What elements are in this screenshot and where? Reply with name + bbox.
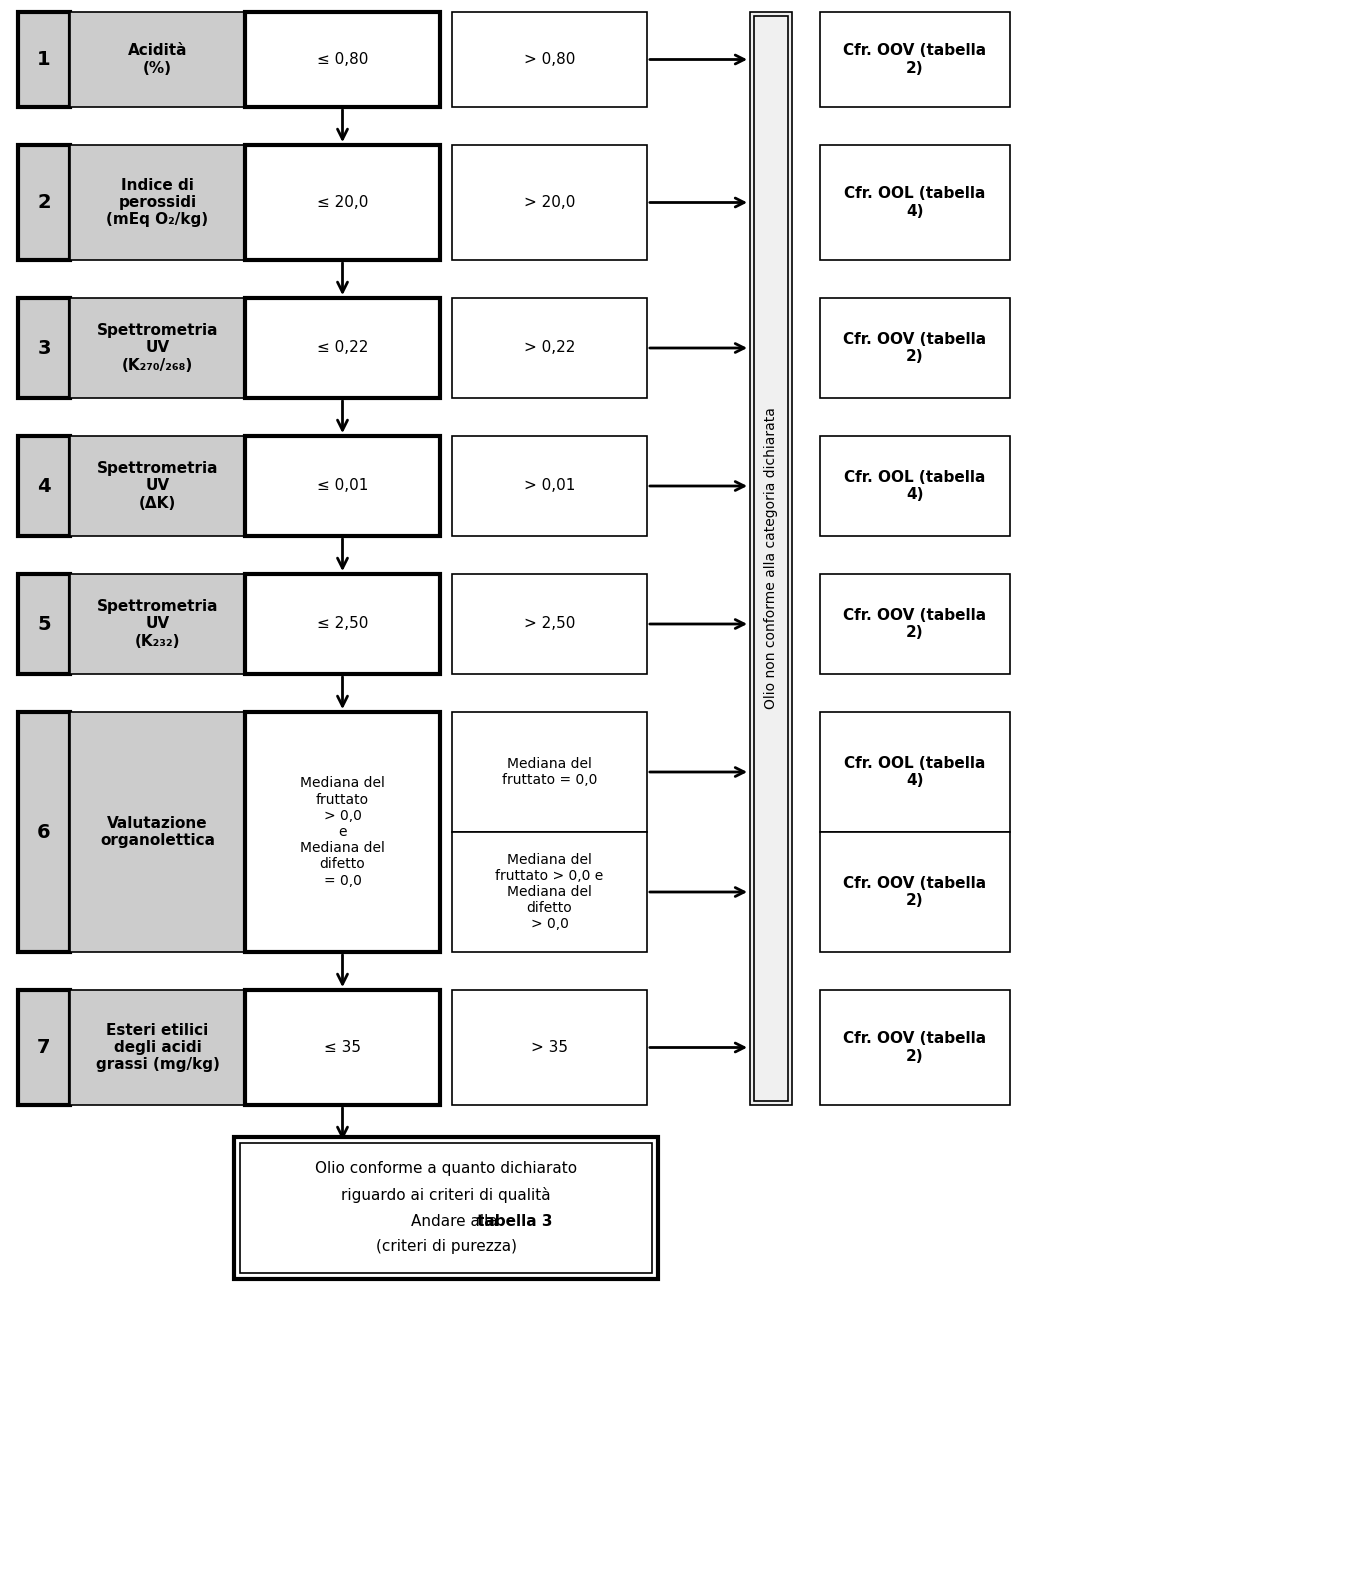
Bar [452, 436, 647, 535]
Bar [452, 573, 647, 674]
Bar [820, 13, 1010, 107]
Bar [452, 712, 647, 832]
Text: ≤ 0,22: ≤ 0,22 [317, 341, 369, 355]
Bar [754, 16, 788, 1101]
Bar [71, 712, 245, 953]
Bar [18, 573, 71, 674]
Text: riguardo ai criteri di qualità: riguardo ai criteri di qualità [342, 1187, 551, 1203]
Bar [820, 989, 1010, 1106]
Text: Cfr. OOL (tabella
4): Cfr. OOL (tabella 4) [845, 470, 986, 502]
Text: Cfr. OOL (tabella
4): Cfr. OOL (tabella 4) [845, 755, 986, 789]
Bar [820, 573, 1010, 674]
Text: > 35: > 35 [532, 1040, 568, 1055]
Text: > 20,0: > 20,0 [523, 194, 575, 210]
Bar [235, 1137, 658, 1279]
Text: 2: 2 [37, 193, 50, 212]
Bar [820, 298, 1010, 398]
Bar [820, 712, 1010, 832]
Text: > 0,22: > 0,22 [523, 341, 575, 355]
Bar [18, 989, 71, 1106]
Bar [71, 573, 245, 674]
Text: Indice di
perossidi
(mEq O₂/kg): Indice di perossidi (mEq O₂/kg) [106, 177, 209, 228]
Text: 3: 3 [37, 338, 50, 357]
Text: 5: 5 [37, 615, 50, 634]
Text: Andare alla: Andare alla [411, 1214, 503, 1228]
Bar [452, 989, 647, 1106]
Bar [71, 145, 245, 260]
Text: Olio non conforme alla categoria dichiarata: Olio non conforme alla categoria dichiar… [763, 408, 778, 709]
Text: Acidità
(%): Acidità (%) [127, 43, 187, 76]
Bar [750, 13, 792, 1106]
Bar [18, 13, 71, 107]
Bar [820, 832, 1010, 953]
Text: 4: 4 [37, 476, 50, 495]
Bar [18, 436, 71, 535]
Text: ≤ 0,01: ≤ 0,01 [317, 478, 369, 494]
Bar [71, 13, 245, 107]
Text: (criteri di purezza): (criteri di purezza) [376, 1239, 517, 1255]
Text: 1: 1 [37, 49, 50, 68]
Bar [820, 145, 1010, 260]
Text: > 0,01: > 0,01 [523, 478, 575, 494]
Text: ≤ 20,0: ≤ 20,0 [317, 194, 369, 210]
Bar [71, 436, 245, 535]
Text: Mediana del
fruttato
> 0,0
e
Mediana del
difetto
= 0,0: Mediana del fruttato > 0,0 e Mediana del… [300, 776, 385, 887]
Bar [71, 989, 245, 1106]
Bar [245, 436, 439, 535]
Text: Cfr. OOV (tabella
2): Cfr. OOV (tabella 2) [843, 876, 987, 908]
Bar [452, 832, 647, 953]
Text: Spettrometria
UV
(ΔK): Spettrometria UV (ΔK) [96, 460, 218, 511]
Text: ≤ 0,80: ≤ 0,80 [317, 53, 369, 67]
Bar [245, 13, 439, 107]
Text: Cfr. OOV (tabella
2): Cfr. OOV (tabella 2) [843, 331, 987, 365]
Text: Olio conforme a quanto dichiarato: Olio conforme a quanto dichiarato [315, 1161, 578, 1177]
Bar [245, 573, 439, 674]
Text: Valutazione
organolettica: Valutazione organolettica [100, 816, 216, 847]
Text: 7: 7 [37, 1039, 50, 1058]
Text: ≤ 35: ≤ 35 [324, 1040, 361, 1055]
Text: Mediana del
fruttato = 0,0: Mediana del fruttato = 0,0 [502, 757, 597, 787]
Text: > 0,80: > 0,80 [523, 53, 575, 67]
Bar [71, 298, 245, 398]
Bar [18, 145, 71, 260]
Text: Cfr. OOV (tabella
2): Cfr. OOV (tabella 2) [843, 43, 987, 76]
Bar [452, 145, 647, 260]
Text: Cfr. OOV (tabella
2): Cfr. OOV (tabella 2) [843, 1031, 987, 1064]
Bar [452, 13, 647, 107]
Bar [245, 989, 439, 1106]
Bar [452, 298, 647, 398]
Bar [820, 436, 1010, 535]
Bar [18, 712, 71, 953]
Text: 6: 6 [37, 822, 50, 841]
Text: Esteri etilici
degli acidi
grassi (mg/kg): Esteri etilici degli acidi grassi (mg/kg… [95, 1023, 220, 1072]
Bar [240, 1144, 652, 1273]
Text: Spettrometria
UV
(K₂₇₀/₂₆₈): Spettrometria UV (K₂₇₀/₂₆₈) [96, 323, 218, 373]
Text: > 2,50: > 2,50 [523, 616, 575, 631]
Bar [18, 298, 71, 398]
Bar [245, 145, 439, 260]
Text: tabella 3: tabella 3 [477, 1214, 552, 1228]
Bar [245, 712, 439, 953]
Text: Cfr. OOL (tabella
4): Cfr. OOL (tabella 4) [845, 186, 986, 218]
Text: ≤ 2,50: ≤ 2,50 [317, 616, 369, 631]
Text: Cfr. OOV (tabella
2): Cfr. OOV (tabella 2) [843, 609, 987, 640]
Bar [245, 298, 439, 398]
Text: Mediana del
fruttato > 0,0 e
Mediana del
difetto
> 0,0: Mediana del fruttato > 0,0 e Mediana del… [495, 852, 603, 932]
Text: Spettrometria
UV
(K₂₃₂): Spettrometria UV (K₂₃₂) [96, 599, 218, 648]
Text: Andare alla tabella 3: Andare alla tabella 3 [366, 1214, 525, 1228]
